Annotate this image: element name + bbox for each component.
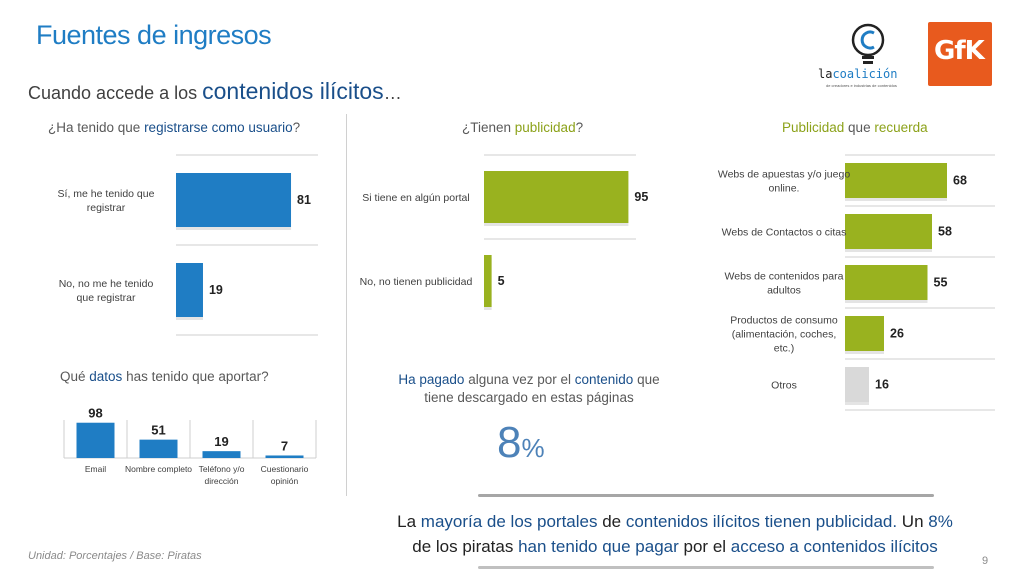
chart-publicidad: 95 Si tiene en algún portal 5 No, no tienen… [360, 154, 648, 310]
bar [845, 214, 932, 249]
bar [845, 316, 884, 351]
bar [176, 173, 292, 227]
page-number: 9 [982, 555, 989, 567]
bar [139, 439, 178, 458]
bar [845, 367, 869, 402]
gfk-logo: GfK [928, 22, 992, 86]
conclusion-text: La mayoría de los portales de contenidos… [397, 512, 953, 556]
category-label: Nombre completo [125, 464, 192, 474]
data-label: 98 [88, 406, 102, 421]
chart-registro-question: ¿Ha tenido que registrarse como usuario? [48, 120, 301, 135]
category-label: Webs de apuestas y/o juego [718, 169, 850, 181]
data-label: 5 [498, 274, 505, 288]
pagado-percentage: 8% [497, 418, 545, 467]
category-label: No, no tienen publicidad [360, 276, 473, 288]
category-label: Email [85, 464, 106, 474]
data-label: 55 [934, 276, 948, 290]
vertical-divider [346, 114, 347, 496]
data-label: 81 [297, 193, 311, 207]
bar [845, 163, 947, 198]
data-label: 26 [890, 327, 904, 341]
chart-registro: 81 Sí, me he tenido que registrar 19 No, no … [58, 154, 318, 336]
page-subtitle: Cuando accede a los contenidos ilícitos… [28, 78, 402, 105]
data-label: 16 [875, 378, 889, 392]
category-label: Sí, me he tenido que [58, 188, 155, 200]
category-label: Si tiene en algún portal [362, 192, 469, 204]
chart-recuerda: 68 Webs de apuestas y/o juego online. 58 Web… [718, 154, 995, 411]
category-label: Cuestionario [261, 464, 309, 474]
bar [484, 171, 629, 223]
chart-recuerda-question: Publicidad que recuerda [782, 120, 928, 135]
bar [176, 263, 203, 317]
category-label: dirección [204, 476, 238, 486]
category-label: Webs de Contactos o citas [722, 227, 847, 239]
category-label: adultos [767, 285, 801, 297]
pagado-caption: Ha pagado alguna vez por el contenido qu… [398, 372, 660, 405]
bar [76, 422, 115, 458]
lacoalicion-logo: lacoalición de creadores e industrias de… [818, 20, 918, 90]
subtitle-suffix: … [383, 83, 402, 103]
chart-datos-question: Qué datos has tenido que aportar? [60, 369, 269, 384]
category-label: (alimentación, coches, [732, 329, 836, 341]
bar [845, 265, 928, 300]
data-label: 68 [953, 174, 967, 188]
data-label: 58 [938, 225, 952, 239]
page-title: Fuentes de ingresos [36, 20, 272, 50]
category-label: opinión [271, 476, 299, 486]
category-label: online. [769, 183, 800, 195]
category-label: Productos de consumo [730, 315, 838, 327]
footer-note: Unidad: Porcentajes / Base: Piratas [28, 550, 202, 562]
chart-datos: 98 Email 51 Nombre completo 19 Teléfono y/o di… [63, 406, 317, 486]
data-label: 19 [214, 434, 228, 449]
category-label: Webs de contenidos para [725, 271, 844, 283]
data-label: 19 [209, 283, 223, 297]
bar [265, 455, 304, 458]
lacoalicion-tagline: de creadores e industrias de contenidos [826, 83, 897, 88]
lightbulb-icon [851, 23, 885, 64]
conclusion-top-rule [478, 494, 934, 497]
data-label: 51 [151, 423, 165, 438]
data-label: 95 [634, 190, 648, 204]
data-label: 7 [281, 438, 288, 453]
subtitle-prefix: Cuando accede a los [28, 83, 198, 103]
category-label: que registrar [77, 292, 136, 304]
subtitle-emphasis: contenidos ilícitos [202, 78, 384, 104]
chart-publicidad-question: ¿Tienen publicidad? [462, 120, 584, 135]
conclusion-bottom-rule [478, 566, 934, 569]
category-label: etc.) [774, 343, 794, 355]
bar [484, 255, 492, 307]
category-label: registrar [87, 202, 126, 214]
bar [202, 451, 241, 458]
lacoalicion-wordmark: lacoalición [818, 67, 898, 81]
category-label: Otros [771, 380, 797, 392]
category-label: No, no me he tenido [59, 278, 154, 290]
category-label: Teléfono y/o [199, 464, 245, 474]
